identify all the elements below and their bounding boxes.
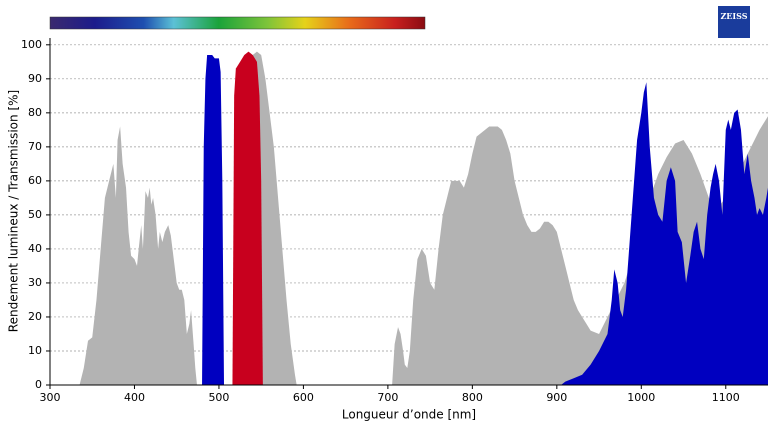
logo-box bbox=[718, 6, 750, 38]
y-tick-label: 80 bbox=[28, 106, 42, 119]
y-axis-label: Rendement lumineux / Transmission [%] bbox=[7, 90, 21, 332]
x-tick-label: 500 bbox=[208, 391, 229, 404]
x-tick-label: 900 bbox=[546, 391, 567, 404]
area bbox=[232, 51, 263, 385]
y-tick-label: 10 bbox=[28, 344, 42, 357]
logo-text: ZEISS bbox=[720, 11, 747, 21]
y-tick-label: 40 bbox=[28, 242, 42, 255]
x-tick-label: 400 bbox=[124, 391, 145, 404]
x-tick-label: 1000 bbox=[627, 391, 655, 404]
spectrum-bar bbox=[49, 16, 426, 30]
area bbox=[202, 55, 768, 386]
y-tick-label: 60 bbox=[28, 174, 42, 187]
y-tick-label: 90 bbox=[28, 72, 42, 85]
y-tick-label: 30 bbox=[28, 276, 42, 289]
y-tick-label: 50 bbox=[28, 208, 42, 221]
y-tick-label: 100 bbox=[21, 38, 42, 51]
x-tick-label: 800 bbox=[462, 391, 483, 404]
x-tick-label: 1100 bbox=[712, 391, 740, 404]
x-tick-label: 600 bbox=[293, 391, 314, 404]
x-axis-label: Longueur d’onde [nm] bbox=[342, 408, 476, 422]
logo: ZEISS bbox=[718, 6, 750, 38]
y-tick-label: 20 bbox=[28, 310, 42, 323]
y-tick-label: 70 bbox=[28, 140, 42, 153]
x-tick-label: 700 bbox=[377, 391, 398, 404]
x-tick-label: 300 bbox=[40, 391, 61, 404]
y-tick-label: 0 bbox=[35, 378, 42, 391]
